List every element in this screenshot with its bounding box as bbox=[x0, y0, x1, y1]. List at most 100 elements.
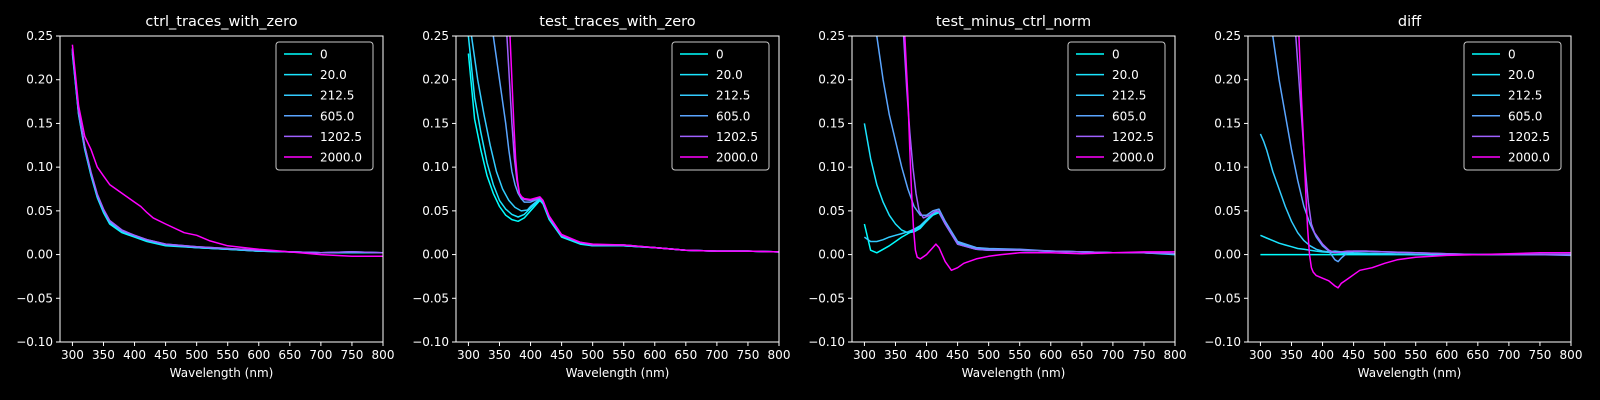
axes-frame bbox=[59, 35, 384, 343]
x-tick-label: 650 bbox=[674, 348, 697, 362]
axes-frame bbox=[851, 35, 1176, 343]
legend-label: 0 bbox=[1112, 48, 1120, 62]
x-tick-label: 300 bbox=[457, 348, 480, 362]
x-tick-label: 600 bbox=[1039, 348, 1062, 362]
x-tick-label: 350 bbox=[884, 348, 907, 362]
x-tick-label: 650 bbox=[1070, 348, 1093, 362]
x-tick-label: 450 bbox=[154, 348, 177, 362]
x-tick-label: 750 bbox=[736, 348, 759, 362]
x-axis-label: Wavelength (nm) bbox=[1358, 366, 1462, 380]
y-tick-label: −0.10 bbox=[412, 335, 449, 349]
y-tick-label: −0.05 bbox=[412, 291, 449, 305]
x-tick-label: 350 bbox=[488, 348, 511, 362]
x-tick-label: 650 bbox=[278, 348, 301, 362]
legend: 0 20.0 212.5 605.0 1202.5 2000.0 bbox=[1463, 41, 1562, 171]
x-tick-label: 400 bbox=[1311, 348, 1334, 362]
legend-label: 605.0 bbox=[716, 109, 750, 123]
legend-label: 1202.5 bbox=[1112, 130, 1154, 144]
y-tick-label: 0.00 bbox=[422, 248, 449, 262]
x-tick-label: 600 bbox=[643, 348, 666, 362]
series-line-1202.5 bbox=[902, 36, 1175, 255]
y-tick-label: 0.20 bbox=[26, 73, 53, 87]
series-group bbox=[71, 44, 383, 258]
y-tick-label: 0.25 bbox=[26, 29, 53, 43]
x-tick-label: 600 bbox=[1435, 348, 1458, 362]
x-tick-label: 750 bbox=[1132, 348, 1155, 362]
y-tick-label: 0.25 bbox=[422, 29, 449, 43]
y-tick-label: 0.00 bbox=[26, 248, 53, 262]
x-tick-label: 800 bbox=[1164, 348, 1187, 362]
y-tick-label: 0.25 bbox=[818, 29, 845, 43]
x-axis-label: Wavelength (nm) bbox=[962, 366, 1066, 380]
x-tick-label: 800 bbox=[372, 348, 395, 362]
x-tick-label: 650 bbox=[1466, 348, 1489, 362]
legend-label: 212.5 bbox=[320, 89, 354, 103]
legend-label: 1202.5 bbox=[1508, 130, 1550, 144]
legend-label: 0 bbox=[1508, 48, 1516, 62]
axes-frame bbox=[1247, 35, 1572, 343]
y-tick-label: 0.10 bbox=[422, 160, 449, 174]
series-line-2000.0 bbox=[509, 36, 779, 253]
series-line-2000.0 bbox=[71, 44, 383, 258]
x-tick-label: 550 bbox=[216, 348, 239, 362]
legend: 0 20.0 212.5 605.0 1202.5 2000.0 bbox=[671, 41, 770, 171]
series-line-2000.0 bbox=[1298, 36, 1571, 289]
y-tick-label: 0.00 bbox=[818, 248, 845, 262]
legend-label: 605.0 bbox=[1112, 109, 1146, 123]
y-tick-label: 0.00 bbox=[1214, 248, 1241, 262]
subplot-title: test_traces_with_zero bbox=[539, 14, 696, 30]
y-tick-label: 0.10 bbox=[26, 160, 53, 174]
y-tick-label: −0.05 bbox=[16, 291, 53, 305]
legend: 0 20.0 212.5 605.0 1202.5 2000.0 bbox=[275, 41, 374, 171]
y-tick-label: 0.15 bbox=[818, 116, 845, 130]
y-tick-label: 0.15 bbox=[422, 116, 449, 130]
series-group bbox=[467, 36, 779, 253]
legend-label: 605.0 bbox=[1508, 109, 1542, 123]
y-tick-label: 0.10 bbox=[818, 160, 845, 174]
subplot-title: test_minus_ctrl_norm bbox=[936, 14, 1091, 30]
y-tick-label: 0.25 bbox=[1214, 29, 1241, 43]
y-tick-label: 0.10 bbox=[1214, 160, 1241, 174]
x-tick-label: 400 bbox=[915, 348, 938, 362]
series-group bbox=[1259, 36, 1571, 289]
series-group bbox=[863, 36, 1175, 272]
legend-label: 212.5 bbox=[716, 89, 750, 103]
legend-label: 0 bbox=[716, 48, 724, 62]
x-tick-label: 350 bbox=[1280, 348, 1303, 362]
axes-frame bbox=[455, 35, 780, 343]
y-tick-label: −0.10 bbox=[808, 335, 845, 349]
legend-label: 2000.0 bbox=[1112, 151, 1154, 165]
series-line-2000.0 bbox=[904, 36, 1175, 272]
x-tick-label: 450 bbox=[1342, 348, 1365, 362]
subplot-title: ctrl_traces_with_zero bbox=[145, 14, 297, 30]
y-tick-label: 0.05 bbox=[818, 204, 845, 218]
x-axis-label: Wavelength (nm) bbox=[170, 366, 274, 380]
legend-label: 20.0 bbox=[320, 68, 347, 82]
legend-label: 2000.0 bbox=[320, 151, 362, 165]
x-tick-label: 700 bbox=[705, 348, 728, 362]
subplot-title: diff bbox=[1398, 14, 1422, 30]
legend-label: 1202.5 bbox=[320, 130, 362, 144]
x-tick-label: 600 bbox=[247, 348, 270, 362]
y-tick-label: 0.05 bbox=[26, 204, 53, 218]
legend-label: 2000.0 bbox=[1508, 151, 1550, 165]
y-tick-label: −0.05 bbox=[808, 291, 845, 305]
x-tick-label: 400 bbox=[123, 348, 146, 362]
legend-label: 605.0 bbox=[320, 109, 354, 123]
x-tick-label: 700 bbox=[1101, 348, 1124, 362]
legend-label: 20.0 bbox=[716, 68, 743, 82]
legend-label: 1202.5 bbox=[716, 130, 758, 144]
x-tick-label: 800 bbox=[1560, 348, 1583, 362]
x-axis-label: Wavelength (nm) bbox=[566, 366, 670, 380]
x-tick-label: 500 bbox=[977, 348, 1000, 362]
legend: 0 20.0 212.5 605.0 1202.5 2000.0 bbox=[1067, 41, 1166, 171]
x-tick-label: 550 bbox=[1404, 348, 1427, 362]
x-tick-label: 800 bbox=[768, 348, 791, 362]
x-tick-label: 750 bbox=[1528, 348, 1551, 362]
x-tick-label: 750 bbox=[340, 348, 363, 362]
x-tick-label: 350 bbox=[92, 348, 115, 362]
subplot-3: test_minus_ctrl_norm 300 350 400 450 500 550 60… bbox=[808, 14, 1186, 380]
legend-label: 2000.0 bbox=[716, 151, 758, 165]
x-tick-label: 300 bbox=[1249, 348, 1272, 362]
